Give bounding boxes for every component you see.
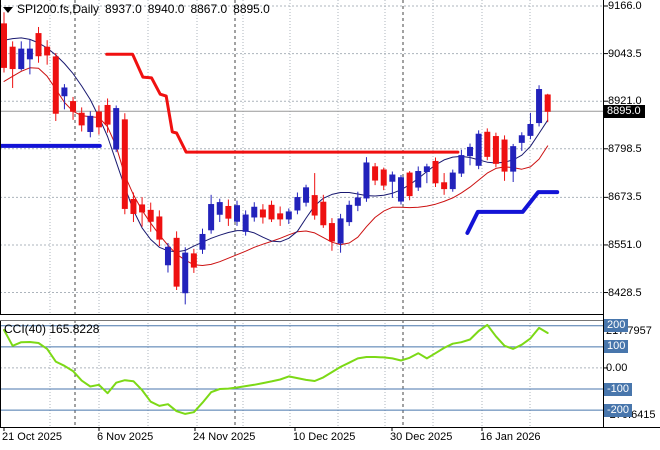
- price-axis-label: 8673.5: [608, 191, 642, 204]
- indicator-name: CCI(40): [4, 322, 47, 336]
- price-axis-label: 9166.0: [608, 0, 642, 12]
- cci-level-badge: 200: [604, 319, 629, 333]
- ohlc-open: 8937.0: [105, 2, 142, 16]
- time-axis-label: 21 Oct 2025: [2, 431, 62, 443]
- price-axis-label: 8921.0: [608, 95, 642, 108]
- time-axis-label: 16 Jan 2026: [480, 431, 541, 443]
- cci-axis-zero: 0.00: [606, 361, 628, 374]
- current-price-tag: 8895.0: [604, 104, 645, 118]
- price-axis-label: 8551.0: [608, 238, 642, 251]
- cci-level-badge: -100: [604, 382, 633, 396]
- price-axis-label: 8798.5: [608, 142, 642, 155]
- symbol-marker-icon[interactable]: [3, 6, 13, 13]
- ohlc-low: 8867.0: [190, 2, 228, 16]
- price-axis-label: 8428.5: [608, 286, 642, 299]
- time-axis-label: 30 Dec 2025: [390, 431, 453, 443]
- symbol-name: SPI200.fs,Daily: [17, 2, 100, 16]
- time-axis-label: 24 Nov 2025: [193, 431, 256, 443]
- indicator-value: 165.8228: [49, 322, 100, 336]
- time-axis-label: 6 Nov 2025: [97, 431, 154, 443]
- price-axis-label: 9043.5: [608, 47, 642, 60]
- ohlc-close: 8895.0: [233, 2, 270, 16]
- time-axis-label: 10 Dec 2025: [293, 431, 356, 443]
- cci-level-badge: -200: [604, 403, 633, 417]
- chart-title: SPI200.fs,Daily 8937.0 8940.0 8867.0 8895.0: [3, 2, 276, 16]
- ohlc-high: 8940.0: [147, 2, 185, 16]
- cci-level-badge: 100: [604, 340, 629, 354]
- indicator-label: CCI(40) 165.8228: [4, 322, 99, 336]
